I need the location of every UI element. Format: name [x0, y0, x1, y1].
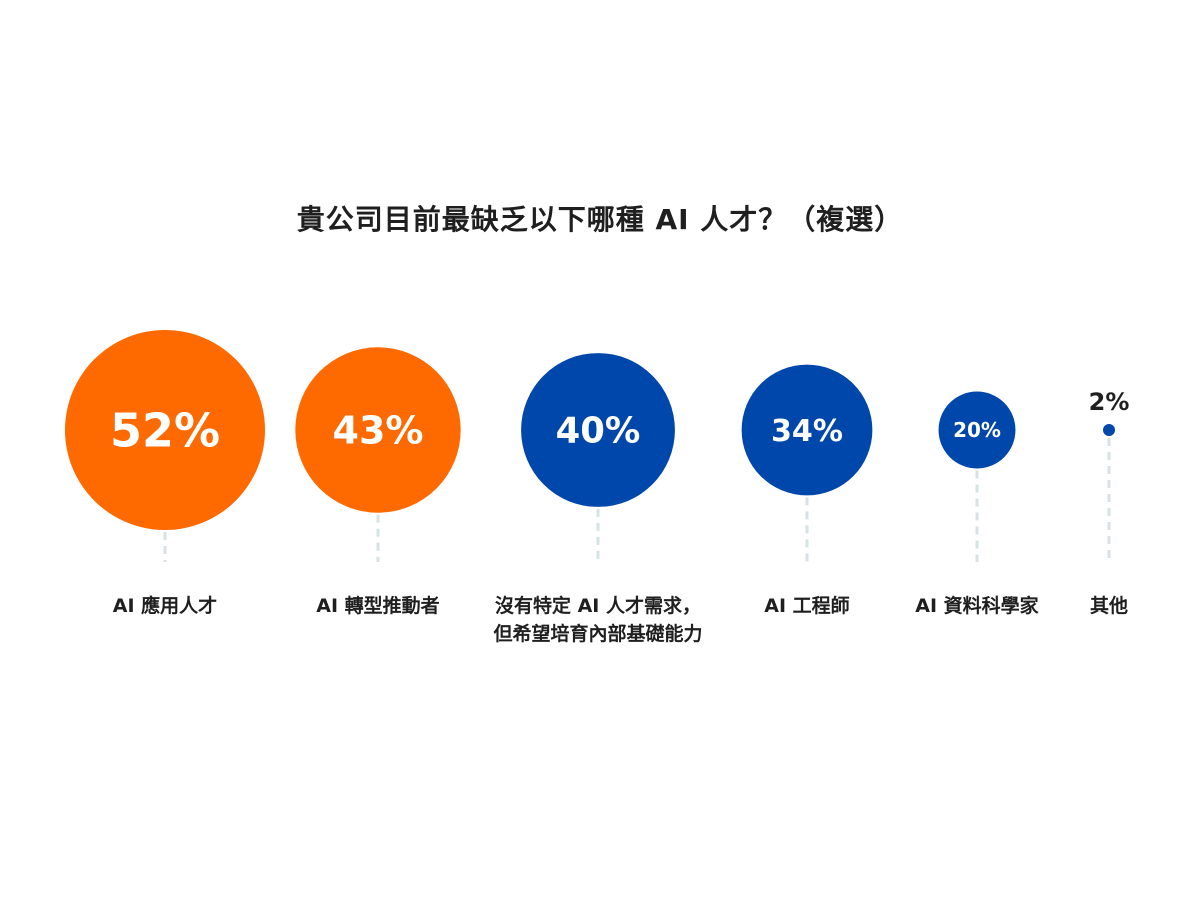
bubble — [295, 347, 461, 513]
value-label: 34% — [771, 414, 843, 449]
bubble — [938, 391, 1016, 469]
category-label: 其他 — [1090, 594, 1128, 617]
category-label: 沒有特定 AI 人才需求， — [495, 594, 701, 617]
category-label: 但希望培育內部基礎能力 — [493, 622, 702, 645]
value-label: 2% — [1089, 388, 1130, 416]
value-label: 52% — [110, 404, 220, 458]
value-label: 43% — [333, 409, 424, 453]
category-label: AI 資料科學家 — [915, 594, 1039, 617]
bubble — [741, 364, 873, 496]
bubble — [1103, 424, 1115, 436]
bubble — [521, 353, 675, 507]
value-label: 40% — [556, 411, 641, 452]
bubble — [65, 330, 265, 530]
value-label: 20% — [953, 418, 1001, 442]
category-label: AI 工程師 — [764, 594, 849, 617]
chart-title: 貴公司目前最缺乏以下哪種 AI 人才？（複選） — [296, 203, 904, 236]
category-label: AI 轉型推動者 — [316, 594, 439, 617]
category-label: AI 應用人才 — [113, 594, 217, 617]
